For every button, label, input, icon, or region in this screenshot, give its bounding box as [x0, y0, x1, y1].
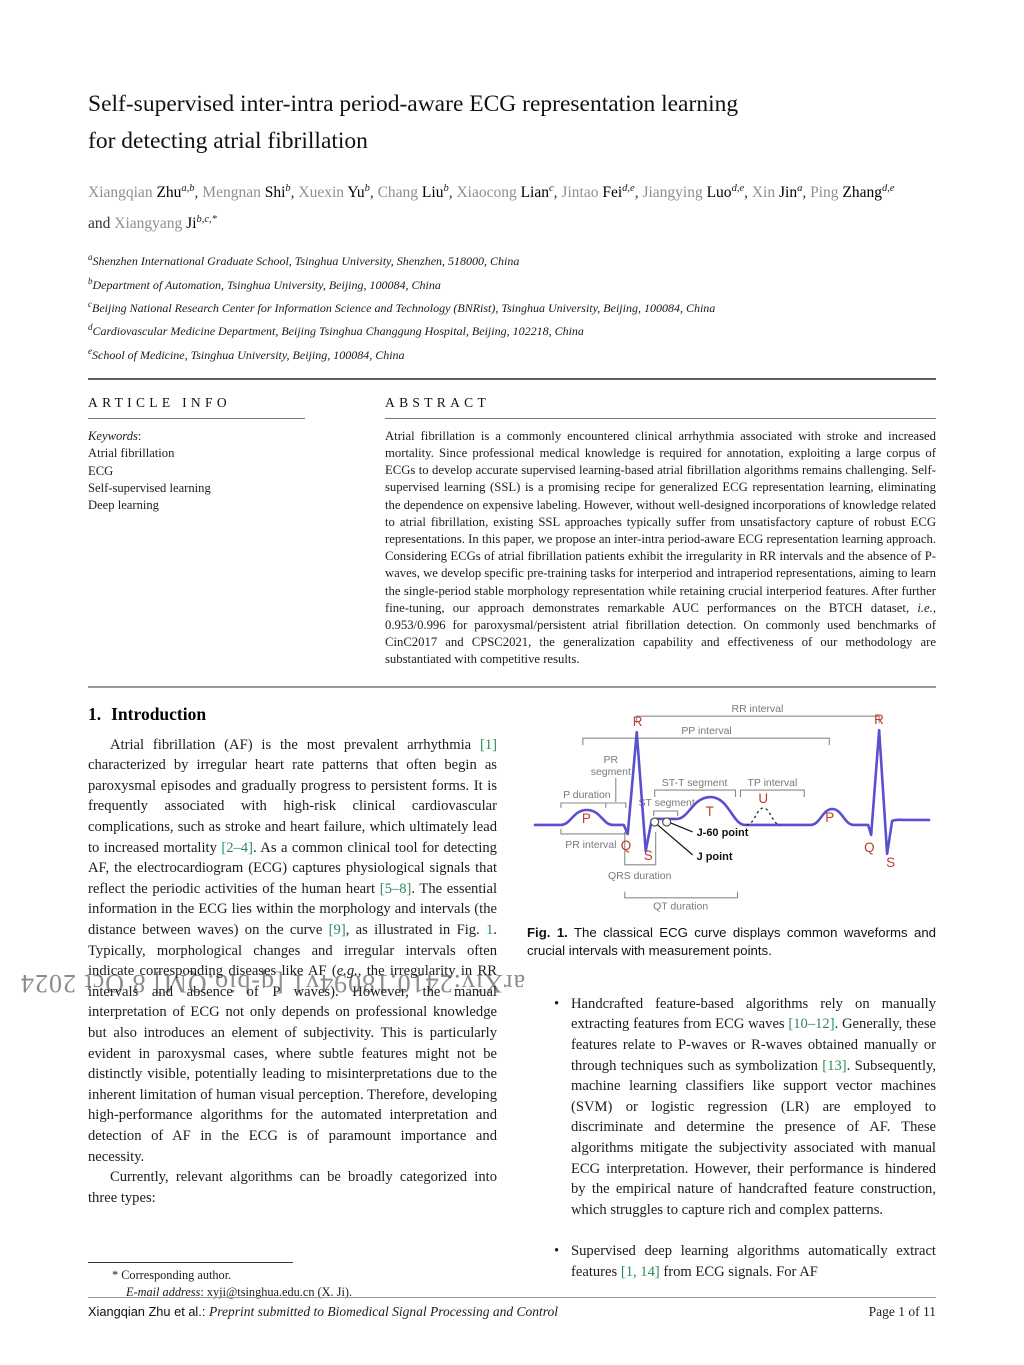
ecg-waveform — [533, 728, 931, 855]
two-column-body: 1. Introduction Atrial fibrillation (AF) … — [88, 702, 936, 1304]
author: Xiaocong Lianc, — [456, 183, 562, 202]
abstract-column: ABSTRACT Atrial fibrillation is a common… — [385, 391, 936, 669]
affiliation: dCardiovascular Medicine Department, Bei… — [88, 322, 584, 339]
keyword: Deep learning — [88, 498, 159, 513]
footnote-corresponding: * Corresponding author. — [112, 1267, 232, 1282]
divider — [88, 685, 936, 688]
t-wave-label: T — [706, 804, 714, 819]
author: Jintao Feid,e, — [561, 183, 643, 202]
affiliation: cBeijing National Research Center for In… — [88, 298, 716, 315]
st-segment-label: ST segment — [639, 798, 695, 809]
divider — [88, 377, 936, 380]
pr-segment-label: PR — [604, 755, 619, 766]
j60-point-marker — [662, 817, 672, 827]
affiliation: eSchool of Medicine, Tsinghua University… — [88, 345, 405, 362]
list-item: • Handcrafted feature-based algorithms r… — [527, 994, 936, 1221]
author-list: Xiangqian Zhua,b, Mengnan Shib, Xuexin Y… — [88, 175, 908, 237]
author: Jiangying Luod,e, — [642, 183, 752, 202]
author: Xiangyang Jib,c,* — [114, 214, 217, 233]
bullet-marker: • — [554, 995, 560, 1012]
pr-segment-label: segment — [591, 767, 631, 778]
citation-link[interactable]: [9] — [328, 921, 346, 938]
abstract-text: Atrial fibrillation is a commonly encoun… — [385, 428, 936, 667]
pointer-lines — [657, 822, 693, 855]
keywords-label: Keywords: — [88, 428, 142, 443]
s-wave-label: S — [644, 848, 653, 863]
email-link[interactable]: : xyji@tsinghua.edu.cn (X. Ji). — [200, 1285, 353, 1300]
author: Xiangqian Zhua,b, — [88, 183, 203, 202]
rr-interval-label: RR interval — [732, 704, 784, 715]
bullet-text: Supervised deep learning algorithms auto… — [571, 1243, 936, 1280]
list-item: • Supervised deep learning algorithms au… — [527, 1241, 936, 1282]
bullet-text: Handcrafted feature-based algorithms rel… — [571, 995, 936, 1218]
bullet-marker: • — [554, 1243, 560, 1260]
paper-title: Self-supervised inter-intra period-aware… — [88, 86, 936, 160]
pp-interval-label: PP interval — [681, 726, 731, 737]
qrs-duration-label: QRS duration — [608, 870, 672, 881]
bullet-list: • Handcrafted feature-based algorithms r… — [527, 994, 936, 1283]
keyword: Atrial fibrillation — [88, 446, 175, 461]
footer-left: Xiangqian Zhu et al.: Preprint submitted… — [88, 1304, 559, 1319]
keywords-block: Keywords: Atrial fibrillation ECG Self-s… — [88, 428, 305, 515]
footer-divider — [88, 1297, 936, 1298]
abstract-heading: ABSTRACT — [385, 391, 936, 419]
intro-paragraph-2: Currently, relevant algorithms can be br… — [88, 1169, 497, 1206]
author: Chang Liub, — [377, 183, 457, 202]
article-info-column: ARTICLE INFO Keywords: Atrial fibrillati… — [88, 391, 305, 669]
figure-link[interactable]: 1 — [486, 921, 494, 938]
r-wave-label: R — [874, 712, 884, 727]
q-wave-label: Q — [621, 838, 631, 853]
title-line-2: for detecting atrial fibrillation — [88, 128, 368, 154]
j-point-label: J point — [697, 851, 733, 863]
r-wave-label: R — [633, 714, 643, 729]
p-wave-label: P — [825, 810, 834, 825]
citation-link[interactable]: [2–4] — [221, 839, 253, 856]
author: Mengnan Shib, — [202, 183, 299, 202]
pr-interval-label: PR interval — [565, 840, 616, 851]
info-abstract-section: ARTICLE INFO Keywords: Atrial fibrillati… — [88, 391, 936, 669]
paper-content: Self-supervised inter-intra period-aware… — [88, 0, 936, 1304]
right-column: RR interval PP interval PR segment P dur… — [527, 702, 936, 1304]
affiliation: bDepartment of Automation, Tsinghua Univ… — [88, 275, 441, 292]
qt-duration-label: QT duration — [653, 901, 708, 911]
author: Xin Jina, — [751, 183, 811, 202]
article-info-heading: ARTICLE INFO — [88, 391, 305, 419]
footnote-rule — [88, 1261, 293, 1263]
ecg-figure: RR interval PP interval PR segment P dur… — [533, 704, 931, 912]
footnote: * Corresponding author. E-mail address: … — [88, 1261, 497, 1302]
page-number: Page 1 of 11 — [868, 1304, 936, 1319]
citation-link[interactable]: [5–8] — [379, 880, 412, 897]
st-t-segment-label: ST-T segment — [662, 778, 728, 789]
j-point-marker — [650, 817, 660, 827]
p-wave-label: P — [582, 811, 591, 826]
author: Ping Zhangd,e and — [88, 183, 895, 233]
figure-caption: Fig. 1. The classical ECG curve displays… — [527, 924, 936, 959]
u-wave-label: U — [758, 791, 768, 806]
p-duration-label: P duration — [563, 790, 611, 801]
citation-link[interactable]: [1] — [479, 736, 497, 753]
citation-link[interactable]: [13] — [822, 1057, 847, 1074]
footnote-email: E-mail address: xyji@tsinghua.edu.cn (X.… — [126, 1285, 353, 1300]
keyword: ECG — [88, 463, 114, 478]
s-wave-label: S — [886, 854, 895, 869]
tp-interval-label: TP interval — [747, 778, 797, 789]
j60-point-label: J-60 point — [697, 827, 749, 839]
interval-brackets — [560, 715, 880, 898]
affiliation-list: aShenzhen International Graduate School,… — [88, 248, 936, 364]
intro-paragraph-1: Atrial fibrillation (AF) is the most pre… — [88, 736, 497, 1165]
author: Xuexin Yub, — [298, 183, 378, 202]
section-heading-introduction: 1. Introduction — [88, 703, 207, 724]
u-wave-dotted — [746, 806, 781, 826]
affiliation: aShenzhen International Graduate School,… — [88, 252, 520, 269]
title-line-1: Self-supervised inter-intra period-aware… — [88, 91, 739, 117]
citation-link[interactable]: [1, 14] — [620, 1263, 660, 1280]
keyword: Self-supervised learning — [88, 481, 211, 496]
page-footer: Xiangqian Zhu et al.: Preprint submitted… — [88, 1303, 936, 1321]
citation-link[interactable]: [10–12] — [788, 1016, 835, 1033]
left-column: 1. Introduction Atrial fibrillation (AF) … — [88, 702, 497, 1302]
q-wave-label: Q — [864, 840, 874, 855]
